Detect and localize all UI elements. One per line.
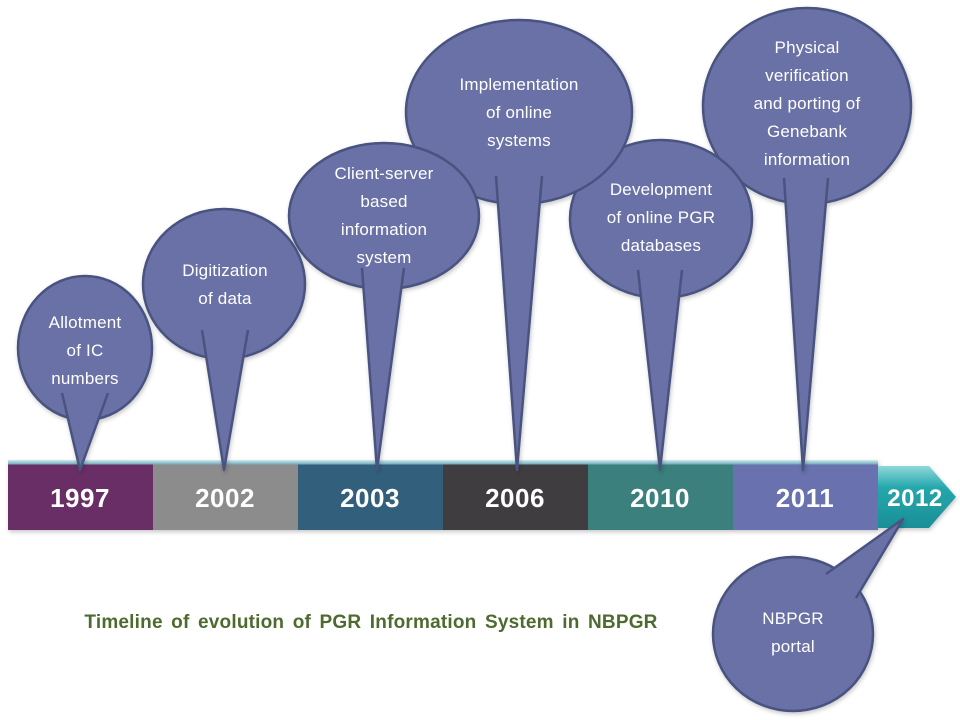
balloon-2010	[568, 138, 754, 472]
year-label-2006: 2006	[485, 483, 545, 513]
timeline-segment-2011	[733, 464, 878, 530]
year-label-2011: 2011	[776, 483, 834, 513]
timeline-segment-2006	[443, 464, 588, 530]
timeline-top-highlight	[8, 460, 878, 465]
year-label-2010: 2010	[630, 483, 690, 513]
balloon-1997-label: Allotment of IC numbers	[48, 313, 122, 388]
timeline-segment-2010	[588, 464, 733, 530]
balloon-2002-tail	[200, 329, 250, 472]
balloon-2003-label: Client-server based information system	[334, 164, 434, 267]
balloon-2011	[701, 6, 913, 472]
year-label-2002: 2002	[195, 483, 255, 513]
balloon-2011-tail	[782, 177, 830, 472]
balloon-2011-label: Physical verification and porting of Gen…	[753, 38, 861, 169]
balloon-2010-tail	[636, 269, 684, 472]
balloon-2003-tail	[360, 267, 406, 472]
balloon-2006-tail	[494, 175, 544, 472]
balloon-1997-tail	[60, 392, 110, 472]
balloon-2010-label: Development of online PGR databases	[606, 180, 716, 255]
balloon-2012-label: NBPGR portal	[762, 609, 824, 656]
balloon-2002-label: Digitization of data	[182, 261, 268, 308]
balloon-2012-shape	[711, 555, 875, 713]
timeline-bar	[8, 460, 956, 530]
balloon-1997	[16, 274, 154, 472]
balloon-2006	[404, 18, 634, 472]
timeline-arrow-2012	[878, 466, 956, 528]
year-label-1997: 1997	[50, 483, 110, 513]
timeline-segment-1997	[8, 464, 153, 530]
year-label-2012: 2012	[887, 485, 942, 512]
balloon-2002	[141, 207, 307, 472]
timeline-segment-2002	[153, 464, 298, 530]
balloon-2012-tail	[825, 517, 905, 599]
balloon-2003	[287, 141, 481, 472]
year-labels: 1997 2002 2003 2006 2010 2011 2012	[50, 483, 942, 513]
balloon-2012-portal	[711, 517, 905, 713]
timeline-segment-2003	[298, 464, 443, 530]
slide-caption: Timeline of evolution of PGR Information…	[84, 612, 658, 633]
year-label-2003: 2003	[340, 483, 400, 513]
balloon-2006-label: Implementation of online systems	[459, 75, 579, 150]
balloons	[16, 6, 913, 713]
